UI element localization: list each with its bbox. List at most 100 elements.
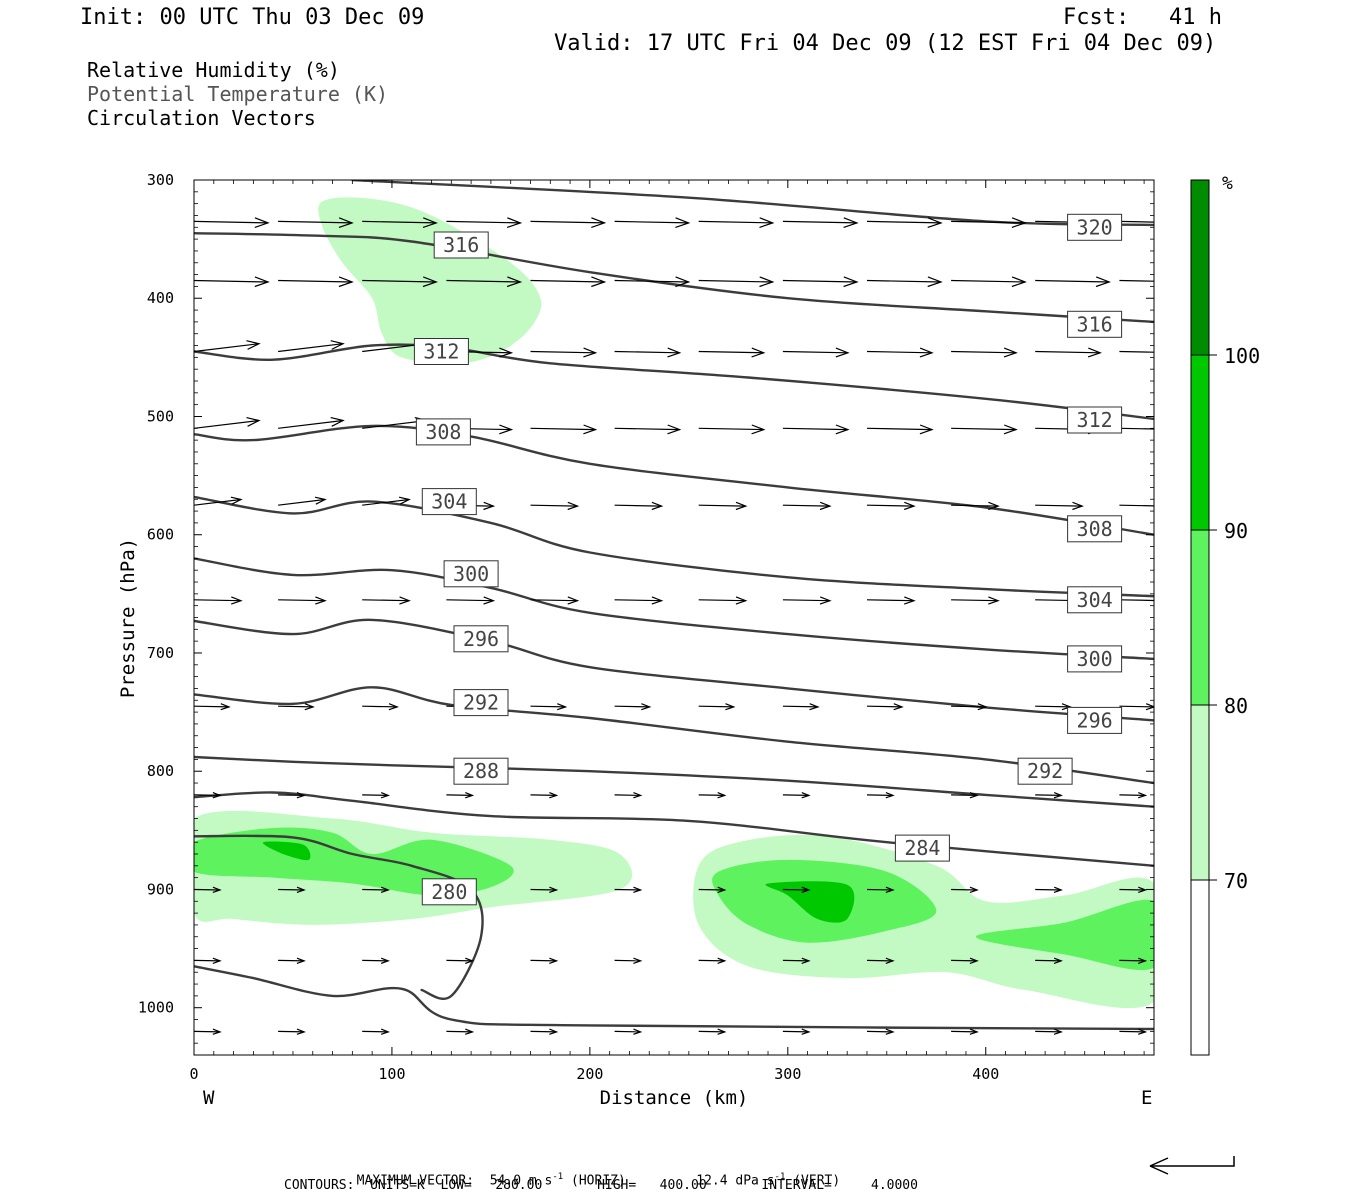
vector-arrow — [614, 217, 691, 228]
vector-arrow — [951, 792, 979, 799]
vector-arrow — [1035, 347, 1102, 358]
vector-arrow — [278, 1028, 306, 1035]
vector-arrow — [1119, 1028, 1148, 1035]
svg-text:304: 304 — [431, 490, 467, 514]
y-tick: 500 — [147, 407, 1154, 425]
theta-label-288: 288 — [453, 757, 509, 785]
vector-arrow — [614, 792, 643, 799]
svg-text:304: 304 — [1077, 588, 1113, 612]
svg-text:292: 292 — [463, 691, 499, 715]
svg-text:312: 312 — [423, 340, 459, 364]
vector-arrow — [1119, 504, 1154, 507]
vector-arrow — [530, 886, 559, 893]
vector-arrow — [362, 957, 390, 964]
vector-arrow — [278, 957, 306, 964]
vector-arrow — [278, 496, 327, 506]
field-label-vectors: Circulation Vectors — [87, 106, 316, 130]
vector-arrow — [194, 792, 222, 799]
vector-arrow — [698, 596, 748, 605]
vector-arrow — [278, 340, 345, 353]
vector-arrow — [782, 347, 850, 358]
x-end-label-west: W — [203, 1087, 215, 1109]
vector-arrow — [530, 957, 559, 964]
axes: 300 400 500 600 700 800 900 1000 0 100 200 300 400 — [138, 171, 1154, 1083]
vector-arrow — [698, 1028, 727, 1035]
x-tick-label: 200 — [576, 1065, 603, 1083]
vector-arrow — [782, 792, 811, 799]
vector-arrow — [1119, 886, 1148, 893]
vector-arrow — [1119, 703, 1154, 711]
vector-arrow — [951, 703, 988, 711]
vector-arrow — [698, 886, 727, 893]
svg-text:284: 284 — [904, 836, 940, 860]
field-label-theta: Potential Temperature (K) — [87, 82, 389, 106]
vector-arrow — [951, 1028, 979, 1035]
vector-arrow — [278, 276, 354, 288]
y-tick-label: 500 — [147, 407, 174, 425]
vector-arrow — [951, 276, 1027, 288]
svg-text:316: 316 — [1077, 312, 1113, 336]
vector-arrow — [278, 217, 354, 228]
svg-text:288: 288 — [463, 759, 499, 783]
svg-text:308: 308 — [1077, 517, 1113, 541]
vector-arrow — [698, 792, 727, 799]
vector-arrow — [1119, 220, 1154, 223]
vector-arrow — [866, 1028, 895, 1035]
vector-arrow — [1035, 1028, 1063, 1035]
vector-arrow — [278, 792, 306, 799]
vector-arrow — [866, 596, 916, 605]
vector-arrow — [446, 957, 475, 964]
vector-arrow — [278, 886, 306, 893]
vector-arrow — [1035, 957, 1063, 964]
colorbar-level-label: 70 — [1224, 869, 1248, 893]
vector-arrow — [362, 792, 390, 799]
colorbar-level-label: 90 — [1224, 519, 1248, 543]
svg-text:296: 296 — [463, 627, 499, 651]
theta-label-280: 280 — [421, 878, 477, 906]
y-tick: 300 — [147, 171, 1154, 189]
x-tick: 100 — [378, 180, 405, 1083]
colorbar-frame — [1190, 179, 1210, 1056]
vector-arrow — [951, 217, 1027, 228]
vector-arrow — [698, 703, 736, 711]
x-tick: 300 — [774, 180, 801, 1083]
vector-arrow — [782, 276, 859, 288]
svg-text:280: 280 — [431, 880, 467, 904]
valid-time: Valid: 17 UTC Fri 04 Dec 09 (12 EST Fri … — [554, 31, 1217, 56]
vector-arrow — [1035, 886, 1063, 893]
vector-arrow — [1119, 350, 1154, 353]
colorbar-segment — [1191, 180, 1209, 355]
vert-suffix: (VERT) — [785, 1173, 841, 1189]
vector-arrow — [951, 886, 979, 893]
rh-shading — [194, 197, 1154, 1009]
x-tick: 0 — [189, 180, 199, 1083]
vector-arrow — [1035, 501, 1084, 511]
vector-arrow — [446, 1028, 475, 1035]
colorbar-segment — [1191, 355, 1209, 530]
vector-arrow — [866, 217, 943, 228]
theta-label-316: 316 — [1067, 310, 1123, 338]
theta-label-320: 320 — [1067, 213, 1123, 241]
svg-text:316: 316 — [443, 233, 479, 257]
vector-arrow — [194, 596, 243, 605]
vector-arrow — [614, 347, 682, 358]
vector-arrow — [782, 703, 820, 711]
vector-arrow — [530, 792, 559, 799]
vector-arrow — [951, 596, 1000, 605]
vector-arrow — [362, 217, 438, 228]
vector-arrow — [614, 703, 652, 711]
vector-arrow — [194, 496, 243, 506]
vector-arrow — [866, 276, 943, 288]
y-tick-label: 900 — [147, 880, 174, 898]
vector-arrow — [194, 703, 231, 711]
colorbar-unit: % — [1222, 173, 1233, 194]
theta-line-320 — [351, 180, 1154, 227]
svg-text:308: 308 — [425, 420, 461, 444]
horiz-suffix: (HORIZ) — [563, 1173, 626, 1189]
theta-label-304: 304 — [421, 488, 477, 516]
vector-arrow — [362, 596, 411, 605]
vector-arrow — [278, 417, 345, 429]
x-axis-label: Distance (km) — [600, 1087, 749, 1109]
y-tick-label: 700 — [147, 644, 174, 662]
vector-arrow — [614, 596, 664, 605]
